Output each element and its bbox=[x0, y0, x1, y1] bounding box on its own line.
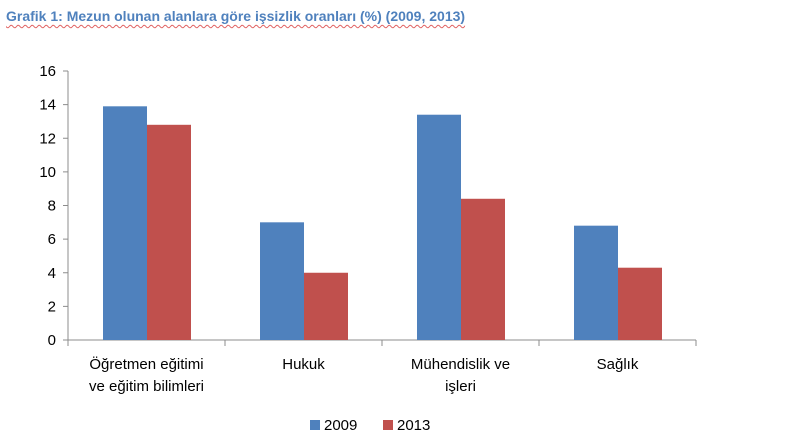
y-tick-label: 4 bbox=[48, 265, 56, 282]
category-label: Hukuk bbox=[282, 356, 325, 373]
bar-2009-4 bbox=[574, 225, 618, 340]
x-axis bbox=[67, 339, 697, 346]
legend: 2009 2013 bbox=[310, 417, 430, 434]
category-label-line: Öğretmen eğitimi bbox=[89, 355, 203, 373]
bar-2009-2 bbox=[260, 222, 304, 340]
bar-2013-4 bbox=[618, 267, 662, 340]
bar-2009-1 bbox=[103, 106, 147, 341]
y-tick-label: 10 bbox=[39, 164, 56, 181]
category-label-line: Hukuk bbox=[282, 356, 325, 373]
category-label-line: Sağlık bbox=[597, 356, 639, 373]
bar-2009-3 bbox=[417, 114, 461, 341]
y-tick-label: 14 bbox=[39, 97, 56, 114]
legend-swatch-2013 bbox=[383, 420, 393, 430]
category-labels: Öğretmen eğitimi ve eğitim bilimleri Hukuk… bbox=[89, 355, 639, 395]
bars bbox=[103, 106, 662, 341]
category-label-line: ve eğitim bilimleri bbox=[89, 378, 204, 395]
bar-2013-3 bbox=[461, 198, 505, 340]
chart-title: Grafik 1: Mezun olunan alanlara göre işs… bbox=[6, 8, 466, 24]
category-label: Öğretmen eğitimi ve eğitim bilimleri bbox=[89, 355, 204, 395]
bar-2013-1 bbox=[147, 124, 191, 340]
y-tick-label: 6 bbox=[48, 231, 56, 248]
legend-label-2009: 2009 bbox=[324, 417, 357, 434]
y-tick-label: 8 bbox=[48, 198, 56, 215]
category-label: Mühendislik ve işleri bbox=[411, 356, 510, 395]
category-label-line: Mühendislik ve bbox=[411, 356, 510, 373]
y-tick-label: 16 bbox=[39, 63, 56, 80]
legend-swatch-2009 bbox=[310, 420, 320, 430]
category-label-line: işleri bbox=[445, 378, 476, 395]
y-axis: 0 2 4 6 8 10 12 14 16 bbox=[39, 63, 69, 349]
y-tick-label: 0 bbox=[48, 332, 56, 349]
bar-2013-2 bbox=[304, 272, 348, 340]
y-tick-label: 2 bbox=[48, 298, 56, 315]
category-label: Sağlık bbox=[597, 356, 639, 373]
legend-label-2013: 2013 bbox=[397, 417, 430, 434]
y-tick-label: 12 bbox=[39, 130, 56, 147]
